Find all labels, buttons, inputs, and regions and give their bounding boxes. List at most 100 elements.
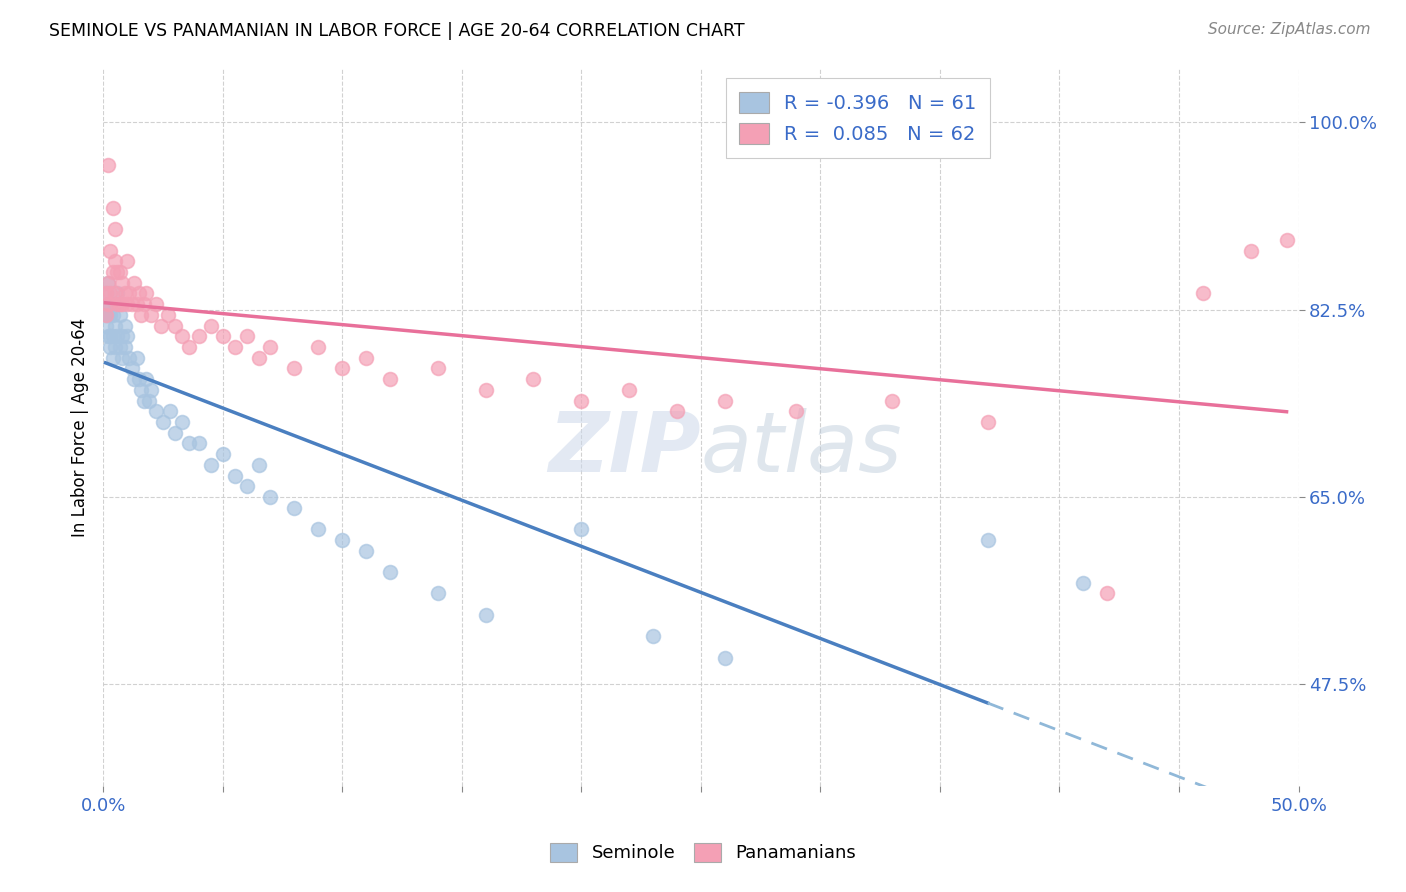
Point bbox=[617, 383, 640, 397]
Point bbox=[1073, 575, 1095, 590]
Point bbox=[111, 329, 134, 343]
Point bbox=[101, 351, 124, 365]
Point bbox=[94, 318, 117, 333]
Point bbox=[211, 447, 233, 461]
Point bbox=[569, 393, 592, 408]
Point bbox=[378, 372, 401, 386]
Point bbox=[330, 361, 353, 376]
Point bbox=[97, 308, 120, 322]
Point bbox=[108, 340, 131, 354]
Point bbox=[977, 415, 1000, 429]
Point bbox=[179, 436, 201, 450]
Point bbox=[98, 297, 121, 311]
Point bbox=[115, 297, 138, 311]
Point bbox=[121, 361, 143, 376]
Point bbox=[104, 222, 127, 236]
Point bbox=[235, 479, 257, 493]
Point bbox=[880, 393, 903, 408]
Text: ZIP: ZIP bbox=[548, 409, 700, 490]
Point bbox=[235, 329, 257, 343]
Point bbox=[145, 404, 167, 418]
Point bbox=[259, 340, 281, 354]
Point bbox=[114, 340, 136, 354]
Point bbox=[98, 244, 121, 258]
Point bbox=[139, 308, 162, 322]
Legend: R = -0.396   N = 61, R =  0.085   N = 62: R = -0.396 N = 61, R = 0.085 N = 62 bbox=[725, 78, 990, 158]
Legend: Seminole, Panamanians: Seminole, Panamanians bbox=[543, 836, 863, 870]
Point bbox=[713, 393, 735, 408]
Point bbox=[108, 308, 131, 322]
Point bbox=[98, 308, 121, 322]
Point bbox=[283, 361, 305, 376]
Point bbox=[128, 286, 150, 301]
Point bbox=[132, 393, 155, 408]
Point bbox=[163, 425, 186, 440]
Text: SEMINOLE VS PANAMANIAN IN LABOR FORCE | AGE 20-64 CORRELATION CHART: SEMINOLE VS PANAMANIAN IN LABOR FORCE | … bbox=[49, 22, 745, 40]
Point bbox=[101, 308, 124, 322]
Point bbox=[101, 265, 124, 279]
Point bbox=[378, 565, 401, 579]
Point bbox=[97, 276, 120, 290]
Point bbox=[121, 297, 143, 311]
Point bbox=[474, 383, 496, 397]
Point bbox=[569, 522, 592, 536]
Point bbox=[104, 254, 127, 268]
Point bbox=[94, 286, 117, 301]
Point bbox=[977, 533, 1000, 547]
Point bbox=[330, 533, 353, 547]
Point bbox=[170, 329, 193, 343]
Point bbox=[211, 329, 233, 343]
Text: Source: ZipAtlas.com: Source: ZipAtlas.com bbox=[1208, 22, 1371, 37]
Point bbox=[104, 286, 127, 301]
Point bbox=[200, 318, 222, 333]
Point bbox=[159, 404, 181, 418]
Point bbox=[354, 351, 377, 365]
Point bbox=[94, 286, 117, 301]
Point bbox=[101, 329, 124, 343]
Point bbox=[107, 329, 129, 343]
Point bbox=[156, 308, 179, 322]
Point bbox=[1097, 586, 1119, 600]
Point bbox=[97, 297, 120, 311]
Point bbox=[187, 329, 209, 343]
Point bbox=[474, 607, 496, 622]
Point bbox=[97, 297, 120, 311]
Point bbox=[118, 351, 141, 365]
Point bbox=[135, 372, 157, 386]
Point bbox=[1192, 286, 1215, 301]
Point bbox=[104, 340, 127, 354]
Point bbox=[111, 276, 134, 290]
Y-axis label: In Labor Force | Age 20-64: In Labor Force | Age 20-64 bbox=[72, 318, 89, 537]
Point bbox=[97, 158, 120, 172]
Point bbox=[426, 361, 449, 376]
Point bbox=[122, 372, 145, 386]
Point bbox=[138, 393, 160, 408]
Point bbox=[247, 458, 270, 472]
Point bbox=[97, 329, 120, 343]
Point bbox=[114, 286, 136, 301]
Point bbox=[1275, 233, 1298, 247]
Point bbox=[224, 468, 246, 483]
Point bbox=[283, 500, 305, 515]
Point bbox=[115, 329, 138, 343]
Point bbox=[426, 586, 449, 600]
Point bbox=[125, 297, 148, 311]
Point bbox=[94, 308, 117, 322]
Point bbox=[131, 383, 153, 397]
Point bbox=[152, 415, 174, 429]
Point bbox=[118, 286, 141, 301]
Point bbox=[259, 490, 281, 504]
Point bbox=[104, 297, 127, 311]
Point bbox=[179, 340, 201, 354]
Point bbox=[104, 318, 127, 333]
Point bbox=[108, 297, 131, 311]
Point bbox=[163, 318, 186, 333]
Point bbox=[115, 254, 138, 268]
Point bbox=[125, 351, 148, 365]
Point bbox=[307, 340, 329, 354]
Point bbox=[139, 383, 162, 397]
Point bbox=[307, 522, 329, 536]
Point bbox=[247, 351, 270, 365]
Point bbox=[94, 308, 117, 322]
Point bbox=[187, 436, 209, 450]
